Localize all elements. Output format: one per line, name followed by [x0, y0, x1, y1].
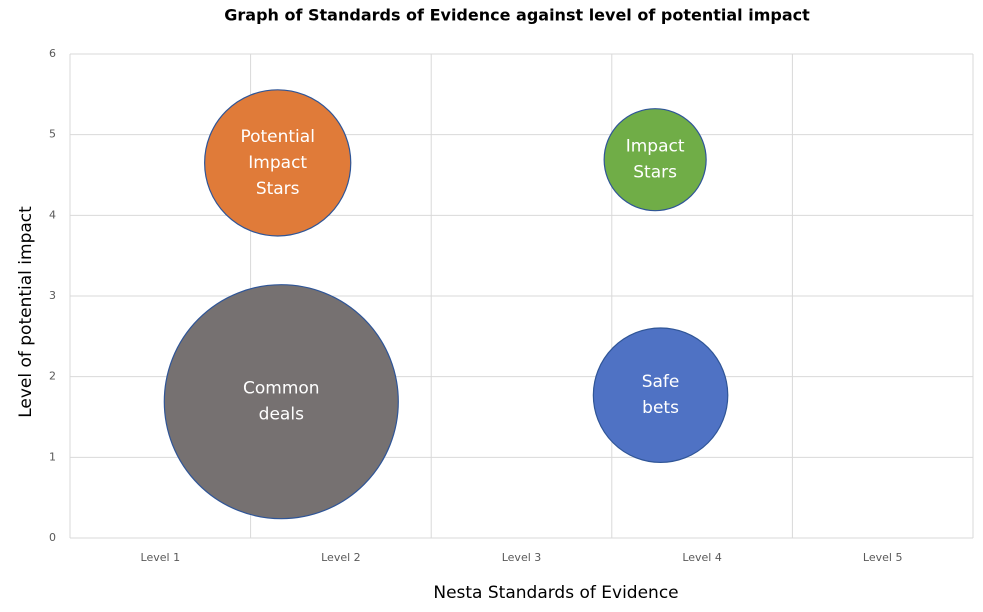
y-tick-label: 5	[49, 128, 56, 141]
x-tick-label: Level 4	[682, 551, 722, 564]
y-axis-title: Level of potential impact	[16, 206, 36, 418]
bubble	[204, 89, 352, 237]
chart-title: Graph of Standards of Evidence against l…	[224, 6, 810, 25]
bubble-label: Common deals	[243, 379, 320, 425]
y-tick-label: 1	[49, 450, 56, 463]
bubble-label: Impact Stars	[626, 137, 685, 183]
x-tick-label: Level 1	[141, 551, 181, 564]
bubble-label: Safe bets	[642, 372, 680, 418]
y-tick-label: 0	[49, 531, 56, 544]
bubble	[163, 284, 399, 520]
bubble-label: Potential Impact Stars	[240, 127, 314, 199]
y-tick-label: 2	[49, 370, 56, 383]
x-tick-label: Level 3	[502, 551, 542, 564]
bubble	[603, 108, 707, 212]
bubble	[592, 327, 729, 464]
y-tick-label: 3	[49, 289, 56, 302]
x-tick-label: Level 2	[321, 551, 361, 564]
y-tick-label: 4	[49, 208, 56, 221]
x-tick-label: Level 5	[863, 551, 903, 564]
y-tick-label: 6	[49, 47, 56, 60]
x-axis-title: Nesta Standards of Evidence	[433, 583, 678, 603]
